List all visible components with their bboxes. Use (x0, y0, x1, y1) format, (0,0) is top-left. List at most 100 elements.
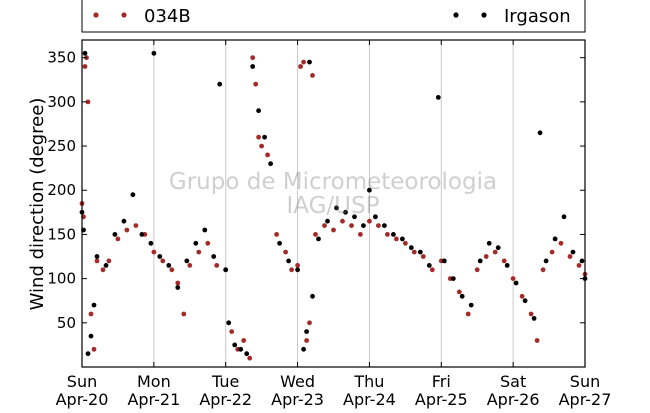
data-point-034b (313, 232, 318, 237)
data-point-irgason (435, 95, 441, 100)
data-point-034b (229, 329, 235, 334)
data-point-irgason (223, 267, 229, 273)
data-point-irgason (477, 258, 483, 264)
data-point-irgason (202, 227, 208, 233)
y-tick-label: 50 (57, 314, 76, 332)
data-point-034b (474, 267, 480, 273)
data-point-034b (385, 232, 390, 237)
data-point-irgason (211, 254, 217, 259)
data-point-irgason (343, 209, 348, 215)
data-point-034b (298, 64, 303, 69)
data-point-034b (411, 249, 417, 255)
data-point-034b (196, 249, 202, 255)
legend-marker-034b (93, 12, 99, 18)
data-point-irgason (193, 240, 199, 246)
data-point-034b (549, 249, 555, 255)
x-tick-label-date: Apr-20 (56, 390, 109, 409)
legend-label-034b: 034B (144, 6, 191, 27)
data-point-034b (88, 311, 94, 317)
data-point-034b (100, 267, 106, 273)
watermark-line-2: IAG/USP (287, 193, 380, 219)
data-point-irgason (304, 329, 309, 334)
data-point-034b (420, 254, 426, 259)
data-point-irgason (217, 81, 223, 87)
data-point-034b (501, 258, 507, 264)
data-point-034b (307, 320, 312, 326)
data-point-irgason (522, 298, 528, 304)
data-point-irgason (373, 214, 378, 220)
y-axis-label: Wind direction (degree) (27, 98, 48, 311)
legend: 034B Irgason (81, 0, 586, 33)
data-point-034b (115, 236, 121, 242)
data-point-irgason (552, 236, 558, 242)
data-point-irgason (352, 214, 357, 220)
legend-label-irgason: Irgason (504, 6, 571, 27)
y-tick-label: 100 (47, 270, 76, 288)
x-tick-label-date: Apr-23 (271, 390, 324, 409)
data-point-034b (85, 99, 91, 105)
data-point-034b (340, 218, 345, 224)
data-point-irgason (325, 218, 330, 224)
legend-marker-irgason-2 (481, 12, 487, 18)
x-tick-label-day: Wed (280, 372, 315, 391)
data-point-irgason (441, 258, 447, 264)
data-point-034b (376, 223, 381, 229)
data-point-034b (106, 258, 112, 264)
data-point-irgason (139, 232, 145, 237)
y-tick-label: 350 (47, 49, 76, 67)
data-point-034b (301, 59, 306, 65)
x-tick-label-date: Apr-21 (127, 390, 180, 409)
data-point-irgason (262, 134, 267, 140)
data-point-034b (310, 73, 315, 78)
data-point-irgason (307, 59, 312, 65)
x-axis: SunApr-20MonApr-21TueApr-22WedApr-23ThuA… (56, 40, 611, 409)
data-point-034b (151, 249, 157, 255)
y-tick-label: 150 (47, 225, 76, 243)
data-point-034b (82, 64, 88, 69)
data-point-034b (274, 232, 279, 237)
data-point-irgason (561, 214, 567, 220)
data-point-irgason (579, 258, 585, 264)
data-point-irgason (112, 232, 118, 237)
data-point-irgason (295, 267, 300, 273)
data-point-034b (91, 346, 97, 352)
data-point-irgason (82, 50, 88, 56)
data-point-034b (124, 227, 130, 233)
data-point-034b (510, 276, 516, 281)
data-point-034b (214, 263, 220, 268)
grid-lines (153, 40, 514, 367)
data-point-034b (394, 236, 399, 242)
data-point-irgason (301, 346, 306, 352)
data-point-034b (349, 223, 354, 229)
data-point-irgason (184, 258, 190, 264)
data-point-irgason (426, 263, 432, 268)
data-point-irgason (94, 254, 100, 259)
data-point-irgason (244, 351, 250, 357)
data-point-irgason (130, 192, 136, 198)
data-point-irgason (157, 254, 163, 259)
data-point-034b (256, 134, 261, 140)
data-point-034b (253, 81, 259, 87)
x-tick-label-day: Mon (137, 372, 171, 391)
data-point-irgason (250, 64, 256, 69)
data-point-irgason (226, 320, 232, 326)
data-point-irgason (175, 285, 181, 290)
x-tick-label-day: Sun (67, 372, 97, 391)
data-point-034b (456, 289, 462, 295)
data-point-034b (519, 293, 525, 299)
data-point-034b (492, 249, 498, 255)
data-point-034b (265, 152, 270, 158)
data-point-irgason (459, 293, 465, 299)
data-point-irgason (334, 205, 339, 211)
data-point-034b (534, 338, 540, 343)
data-point-034b (187, 263, 193, 268)
data-point-irgason (103, 263, 109, 268)
x-tick-label-date: Apr-25 (415, 390, 468, 409)
plot-area (82, 40, 585, 367)
data-point-034b (169, 267, 175, 273)
x-tick-label-day: Sun (570, 372, 600, 391)
data-point-irgason (361, 223, 366, 229)
data-point-irgason (450, 276, 456, 281)
y-tick-label: 300 (47, 93, 76, 111)
